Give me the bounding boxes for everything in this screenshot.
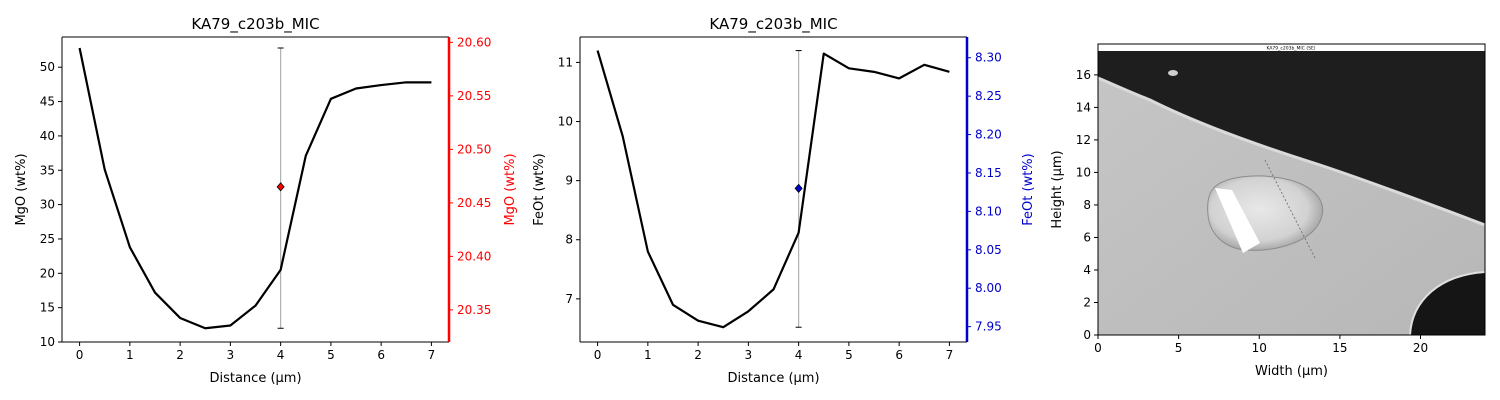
x-tick-label: 2 [176,348,184,362]
y-tick-label: 40 [40,129,55,143]
x-tick-label: 3 [227,348,235,362]
y-tick-label: 20 [40,266,55,280]
y-tick-label: 35 [40,163,55,177]
y2-tick-label: 8.20 [975,128,1002,142]
y-tick-label: 10 [40,335,55,349]
y2-tick-label: 20.45 [457,196,491,210]
sem-image-panel: KA79_c203b_MIC (SE) 0 5 10 15 20 0 2 4 6 8 10 12 14 1… [1050,43,1486,379]
series-line [78,47,432,330]
y-tick-label: 10 [1076,165,1091,179]
feot-profile-chart: 0 1 2 3 4 5 6 7 7 8 9 10 11 7.95 8.00 8.05 8.10 8.15 8.20 8… [532,15,1036,386]
x-tick-label: 3 [745,348,753,362]
data-point [276,182,285,192]
x-tick-label: 7 [428,348,436,362]
y2-tick-label: 20.40 [457,249,491,263]
y-tick-label: 9 [565,174,573,188]
x-tick-label: 6 [377,348,385,362]
y2-tick-label: 7.95 [975,320,1002,334]
y-tick-label: 6 [1083,230,1091,244]
sem-image [1098,44,1485,335]
x-tick-label: 6 [895,348,903,362]
data-point [794,183,803,193]
x-tick-label: 0 [76,348,84,362]
y-tick-label: 15 [40,301,55,315]
x-tick-label: 1 [126,348,134,362]
y2-tick-label: 8.05 [975,243,1002,257]
x-tick-label: 5 [845,348,853,362]
y-tick-label: 11 [558,55,573,69]
y-axis-label: FeOt (wt%) [532,153,547,225]
y-tick-label: 8 [565,233,573,247]
y2-tick-label: 8.25 [975,89,1002,103]
y2-tick-label: 20.35 [457,303,491,317]
y-tick-label: 0 [1083,328,1091,342]
y2-axis-label: MgO (wt%) [503,153,518,225]
y-axis-label: MgO (wt%) [14,153,29,225]
y2-tick-label: 8.30 [975,51,1002,65]
x-tick-label: 5 [327,348,335,362]
y2-tick-label: 20.55 [457,89,491,103]
x-tick-label: 20 [1413,341,1428,355]
x-tick-label: 15 [1332,341,1347,355]
chart-title: KA79_c203b_MIC [191,15,319,34]
y2-tick-label: 8.15 [975,166,1002,180]
x-tick-label: 2 [694,348,702,362]
y-tick-label: 8 [1083,198,1091,212]
y-tick-label: 2 [1083,295,1091,309]
y-tick-label: 16 [1076,68,1091,82]
mgo-profile-chart: 0 1 2 3 4 5 6 710152025303540455020.3520.4020.4… [14,15,518,386]
y2-tick-label: 8.00 [975,281,1002,295]
sem-image-caption: KA79_c203b_MIC (SE) [1266,46,1315,52]
x-tick-label: 1 [644,348,652,362]
y2-tick-label: 8.10 [975,204,1002,218]
y-tick-label: 45 [40,95,55,109]
x-tick-label: 5 [1175,341,1183,355]
y2-tick-label: 20.60 [457,35,491,49]
y-tick-label: 50 [40,60,55,74]
y-axis-label: Height (µm) [1050,150,1065,228]
y-tick-label: 10 [558,115,573,129]
y-tick-label: 30 [40,198,55,212]
x-tick-label: 7 [946,348,954,362]
x-axis-label: Width (µm) [1255,364,1328,379]
y-tick-label: 14 [1076,100,1091,114]
x-tick-label: 4 [795,348,803,362]
y-tick-label: 4 [1083,263,1091,277]
y2-axis-label: FeOt (wt%) [1021,153,1036,225]
y-tick-label: 25 [40,232,55,246]
y2-tick-label: 20.50 [457,142,491,156]
x-tick-label: 10 [1252,341,1267,355]
chart-title: KA79_c203b_MIC [709,15,837,34]
x-tick-label: 4 [277,348,285,362]
series-line [596,50,950,329]
x-axis-label: Distance (µm) [727,371,819,386]
y-tick-label: 12 [1076,133,1091,147]
y-tick-label: 7 [565,292,573,306]
x-tick-label: 0 [1094,341,1102,355]
x-tick-label: 0 [594,348,602,362]
x-axis-label: Distance (µm) [209,371,301,386]
